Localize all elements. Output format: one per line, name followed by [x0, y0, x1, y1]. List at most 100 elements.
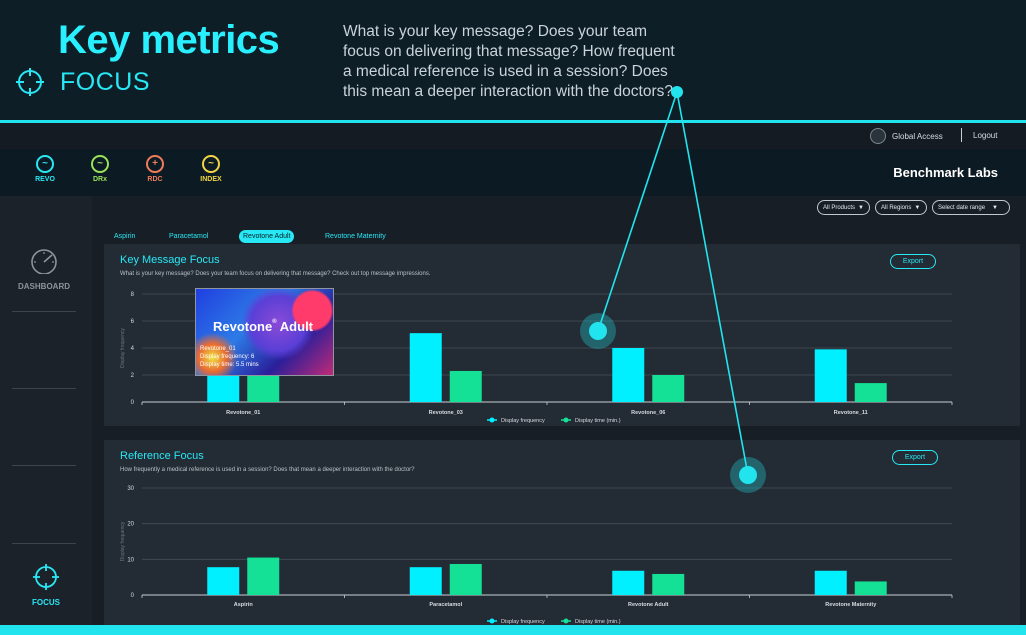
tab-revotone-adult[interactable]: Revotone Adult	[239, 230, 295, 243]
bar	[652, 573, 685, 595]
app-switcher-bar: ~ REVO ~ DRx + RDC ~ INDEX Benchmark Lab…	[0, 149, 1026, 196]
y-axis-label: Display frequency	[120, 328, 126, 368]
drx-logo-icon: ~	[91, 155, 109, 173]
crosshair-icon	[33, 564, 59, 590]
x-tick-label: Revotone_06	[631, 410, 665, 416]
tab-paracetamol[interactable]: Paracetamol	[169, 233, 209, 240]
x-tick-label: Aspirin	[234, 602, 254, 608]
header-divider	[0, 120, 1026, 123]
chevron-down-icon: ▼	[858, 204, 864, 211]
y-axis-label: Display frequency	[120, 521, 126, 561]
y-tick-label: 4	[131, 346, 135, 352]
panel-title: Key Message Focus	[120, 254, 220, 266]
y-tick-label: 6	[131, 319, 135, 325]
y-tick-label: 30	[127, 486, 134, 492]
legend-label: Display frequency	[501, 418, 545, 424]
bar	[612, 348, 645, 402]
topbar-divider	[961, 128, 962, 142]
export-button[interactable]: Export	[892, 450, 938, 465]
legend-label: Display frequency	[501, 619, 545, 625]
date-range-filter[interactable]: Select date range ▼	[932, 200, 1010, 215]
tooltip-image-title: Revotone® Adult	[213, 319, 314, 334]
logout-link[interactable]: Logout	[973, 131, 998, 140]
rdc-logo-icon: +	[146, 155, 164, 173]
x-tick-label: Revotone Adult	[628, 602, 669, 608]
regions-filter-value: All Regions	[881, 204, 912, 211]
brand-logo: Benchmark Labs	[893, 165, 998, 180]
app-revo[interactable]: ~ REVO	[29, 155, 61, 183]
chevron-down-icon: ▼	[992, 204, 998, 211]
app-label: RDC	[147, 176, 163, 183]
regions-filter[interactable]: All Regions ▼	[875, 200, 927, 215]
x-tick-label: Revotone Maternity	[825, 602, 877, 608]
x-tick-label: Revotone_11	[834, 410, 868, 416]
panel-subtitle: How frequently a medical reference is us…	[120, 467, 415, 473]
registered-mark-icon: ®	[272, 319, 277, 325]
speedometer-icon	[31, 249, 57, 274]
y-tick-label: 10	[127, 557, 134, 563]
sidebar-item-label: DASHBOARD	[18, 282, 70, 291]
date-range-value: Select date range	[938, 204, 986, 211]
revo-logo-icon: ~	[36, 155, 54, 173]
products-filter[interactable]: All Products ▼	[817, 200, 870, 215]
app-label: INDEX	[200, 176, 222, 183]
page-title: Key metrics	[58, 18, 280, 62]
bar	[409, 333, 442, 402]
reference-panel: Reference Focus How frequently a medical…	[104, 440, 1020, 630]
app-index[interactable]: ~ INDEX	[195, 155, 227, 183]
x-tick-label: Revotone_03	[429, 410, 463, 416]
y-tick-label: 0	[131, 400, 135, 406]
app-label: DRx	[92, 176, 107, 183]
bar	[652, 375, 685, 402]
y-tick-label: 2	[131, 373, 135, 379]
intro-text: What is your key message? Does your team…	[343, 23, 675, 100]
page-subtitle: FOCUS	[60, 67, 150, 96]
sidebar-divider	[12, 311, 76, 312]
panel-title: Reference Focus	[120, 450, 204, 462]
bar	[409, 567, 442, 595]
main-content: All Products ▼ All Regions ▼ Select date r…	[92, 196, 1026, 635]
app-rdc[interactable]: + RDC	[139, 155, 171, 183]
account-label: Global Access	[892, 131, 943, 141]
sidebar-item-label: FOCUS	[32, 598, 60, 607]
y-tick-label: 8	[131, 292, 135, 298]
export-button[interactable]: Export	[890, 254, 936, 269]
x-tick-label: Revotone_01	[226, 410, 260, 416]
bar	[612, 570, 645, 595]
bar	[449, 370, 482, 402]
app-drx[interactable]: ~ DRx	[84, 155, 116, 183]
top-bar: Global Access Logout	[0, 123, 1026, 149]
sidebar-divider	[12, 465, 76, 466]
reference-chart: 0 10 20 30 Display frequency Aspirin Paracetam…	[120, 486, 953, 625]
user-avatar-icon	[870, 128, 886, 144]
sidebar-item-dashboard[interactable]: DASHBOARD	[0, 241, 88, 296]
sidebar-divider	[12, 543, 76, 544]
crosshair-icon	[16, 68, 44, 96]
legend-marker	[489, 417, 495, 423]
products-filter-value: All Products	[823, 204, 856, 211]
x-tick-label: Paracetamol	[429, 602, 462, 608]
bar	[814, 349, 847, 402]
tooltip-frequency: Display frequency: 6	[200, 354, 255, 360]
account-menu[interactable]: Global Access	[870, 128, 943, 144]
app-label: REVO	[35, 176, 55, 183]
legend-marker	[489, 618, 495, 624]
bar	[207, 567, 240, 595]
sidebar-divider	[12, 388, 76, 389]
page-header: Key metrics FOCUS What is your key messa…	[0, 0, 1026, 122]
sidebar: DASHBOARD FOCUS	[0, 196, 92, 635]
index-logo-icon: ~	[202, 155, 220, 173]
legend-marker	[563, 417, 569, 423]
tooltip-time: Display time: 5.5 mins	[200, 362, 259, 368]
y-tick-label: 20	[127, 522, 134, 528]
bar	[814, 570, 847, 595]
bar	[247, 557, 280, 595]
sidebar-item-focus[interactable]: FOCUS	[0, 561, 92, 611]
y-tick-label: 0	[131, 593, 135, 599]
bar	[854, 383, 887, 402]
bar	[854, 581, 887, 595]
tooltip-name: Revotone_01	[200, 346, 236, 352]
tab-aspirin[interactable]: Aspirin	[114, 233, 136, 240]
tab-revotone-maternity[interactable]: Revotone Maternity	[325, 233, 386, 240]
chevron-down-icon: ▼	[914, 204, 921, 211]
